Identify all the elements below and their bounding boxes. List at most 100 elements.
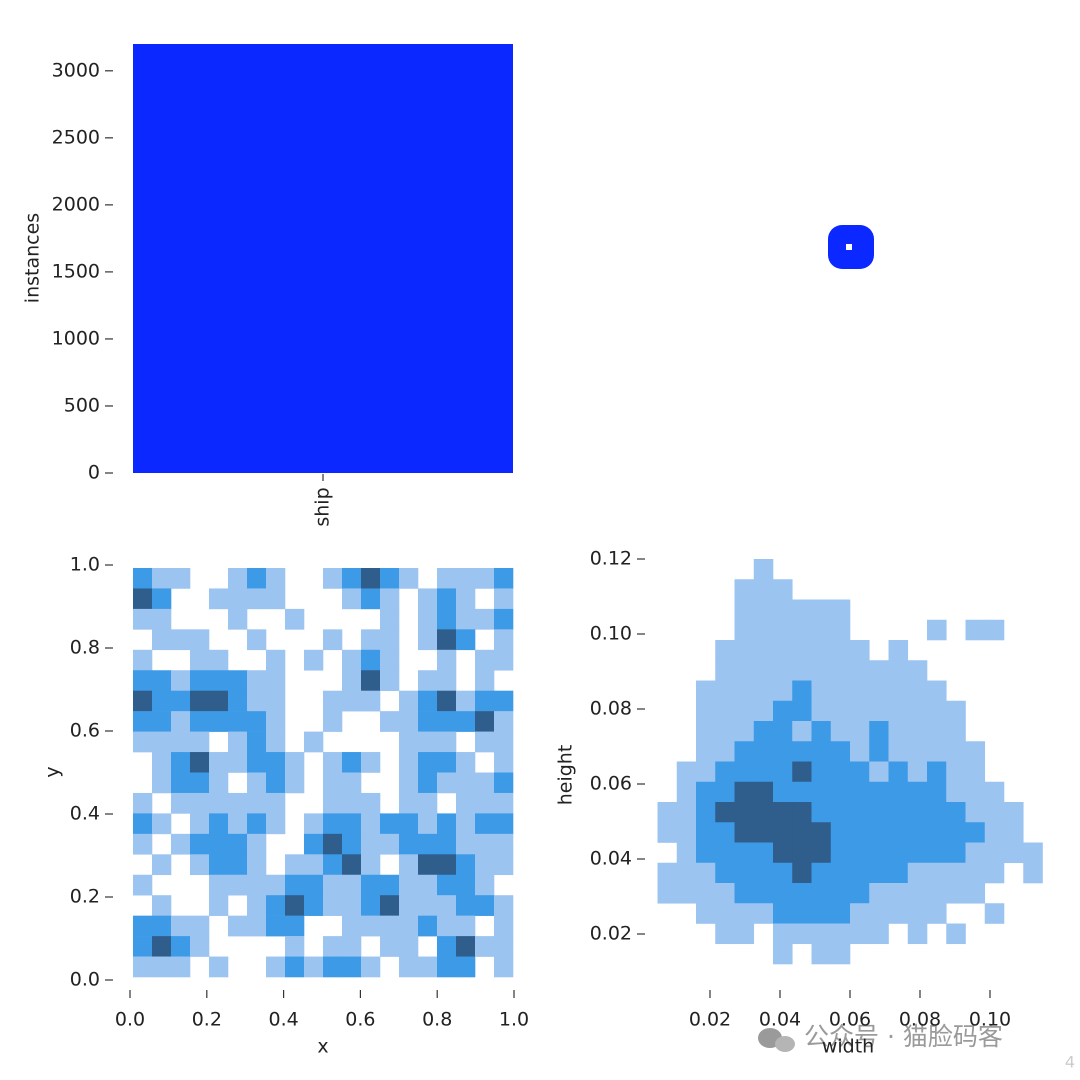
hist-cell: [830, 721, 851, 742]
page-number: 4: [1065, 1053, 1075, 1072]
hist-cell: [966, 559, 986, 580]
y-tick-label: 0.04: [590, 848, 632, 870]
y-tick-label: 3000: [52, 59, 100, 81]
hist-cell: [342, 752, 362, 773]
hist-cell: [228, 895, 247, 916]
hist-cell: [869, 923, 889, 945]
hist-cell: [927, 842, 947, 864]
hist-cell: [715, 600, 735, 621]
hist-cell: [1023, 883, 1043, 904]
hist-cell: [888, 903, 909, 924]
hist-cell: [966, 640, 986, 661]
hist-cell: [811, 619, 832, 641]
hist-cell: [152, 588, 172, 610]
hist-cell: [418, 895, 438, 916]
hist-cell: [304, 895, 324, 916]
hist-cell: [456, 711, 476, 732]
hist-cell: [830, 761, 851, 783]
hist-cell: [773, 822, 793, 843]
hist-cell: [715, 559, 735, 580]
hist-cell: [850, 903, 870, 924]
hist-cell: [773, 842, 793, 864]
hist-cell: [715, 842, 735, 864]
hist-cell: [985, 924, 1005, 945]
hist-cell: [399, 956, 419, 978]
hist-cell: [380, 915, 400, 937]
hist-cell: [753, 883, 774, 904]
hist-cell: [152, 772, 172, 794]
hist-cell: [1023, 640, 1043, 661]
hist-cell: [380, 649, 400, 671]
hist-cell: [456, 650, 475, 671]
hist-cell: [677, 559, 697, 580]
hist-cell: [361, 629, 381, 651]
hist-cell: [190, 609, 209, 630]
hist-cell: [494, 813, 514, 835]
hist-cell: [907, 700, 928, 722]
hist-cell: [946, 579, 966, 600]
hist-cell: [494, 772, 514, 794]
hist-cell: [850, 579, 870, 600]
hist-cell: [985, 741, 1005, 762]
hist-cell: [304, 588, 323, 609]
hist-cell: [927, 721, 947, 742]
hist-cell: [676, 822, 697, 843]
hist-cell: [850, 600, 870, 621]
hist-cell: [247, 936, 266, 957]
hist-cell: [908, 620, 928, 641]
hist-cell: [285, 813, 304, 834]
hist-cell: [209, 609, 228, 630]
hist-cell: [676, 862, 697, 884]
hist-cell: [869, 640, 889, 661]
hist-cell: [209, 588, 229, 610]
hist-cell: [342, 609, 361, 630]
hist-cell: [494, 752, 514, 773]
hist-cell: [456, 956, 476, 978]
hist-cell: [696, 559, 716, 580]
hist-cell: [285, 874, 305, 896]
hist-cell: [323, 732, 342, 753]
hist-cell: [133, 752, 152, 773]
hist-cell: [811, 822, 832, 843]
hist-cell: [753, 721, 774, 742]
hist-cell: [266, 711, 286, 732]
hist-cell: [965, 822, 986, 843]
hist-cell: [152, 936, 172, 957]
hist-cell: [888, 802, 909, 823]
hist-cell: [676, 883, 697, 904]
hist-cell: [908, 600, 928, 621]
hist-cell: [985, 579, 1005, 600]
hist-cell: [152, 568, 172, 589]
hist-cell: [228, 690, 248, 712]
hist-cell: [715, 680, 735, 702]
hist-cell: [1023, 721, 1043, 742]
hist-cell: [888, 721, 909, 742]
hist-cell: [830, 822, 851, 843]
hist-cell: [812, 579, 832, 600]
hist-cell: [361, 588, 381, 610]
hist-cell: [209, 629, 228, 650]
hist-cell: [266, 895, 286, 916]
hist-cell: [966, 660, 986, 681]
hist-cell: [908, 640, 928, 661]
y-tick-label: 1.0: [70, 554, 100, 576]
hist-cell: [677, 701, 697, 722]
hist-cell: [946, 640, 966, 661]
hist-cell: [946, 721, 966, 742]
hist-cell: [753, 680, 774, 702]
hist-cell: [475, 792, 495, 814]
hist-cell: [152, 813, 172, 835]
hist-cell: [658, 924, 678, 945]
hist-cell: [773, 802, 793, 823]
hist-cell: [494, 792, 514, 814]
y-tick-label: 0.4: [70, 803, 100, 825]
hist-cell: [734, 903, 755, 924]
hist-cell: [1004, 863, 1024, 884]
hist-cell: [830, 700, 851, 722]
hist-cell: [676, 802, 697, 823]
hist-cell: [437, 895, 457, 916]
hist-cell: [437, 772, 457, 794]
hist-cell: [380, 957, 399, 978]
hist-cell: [696, 680, 716, 702]
hist-cell: [266, 690, 286, 712]
